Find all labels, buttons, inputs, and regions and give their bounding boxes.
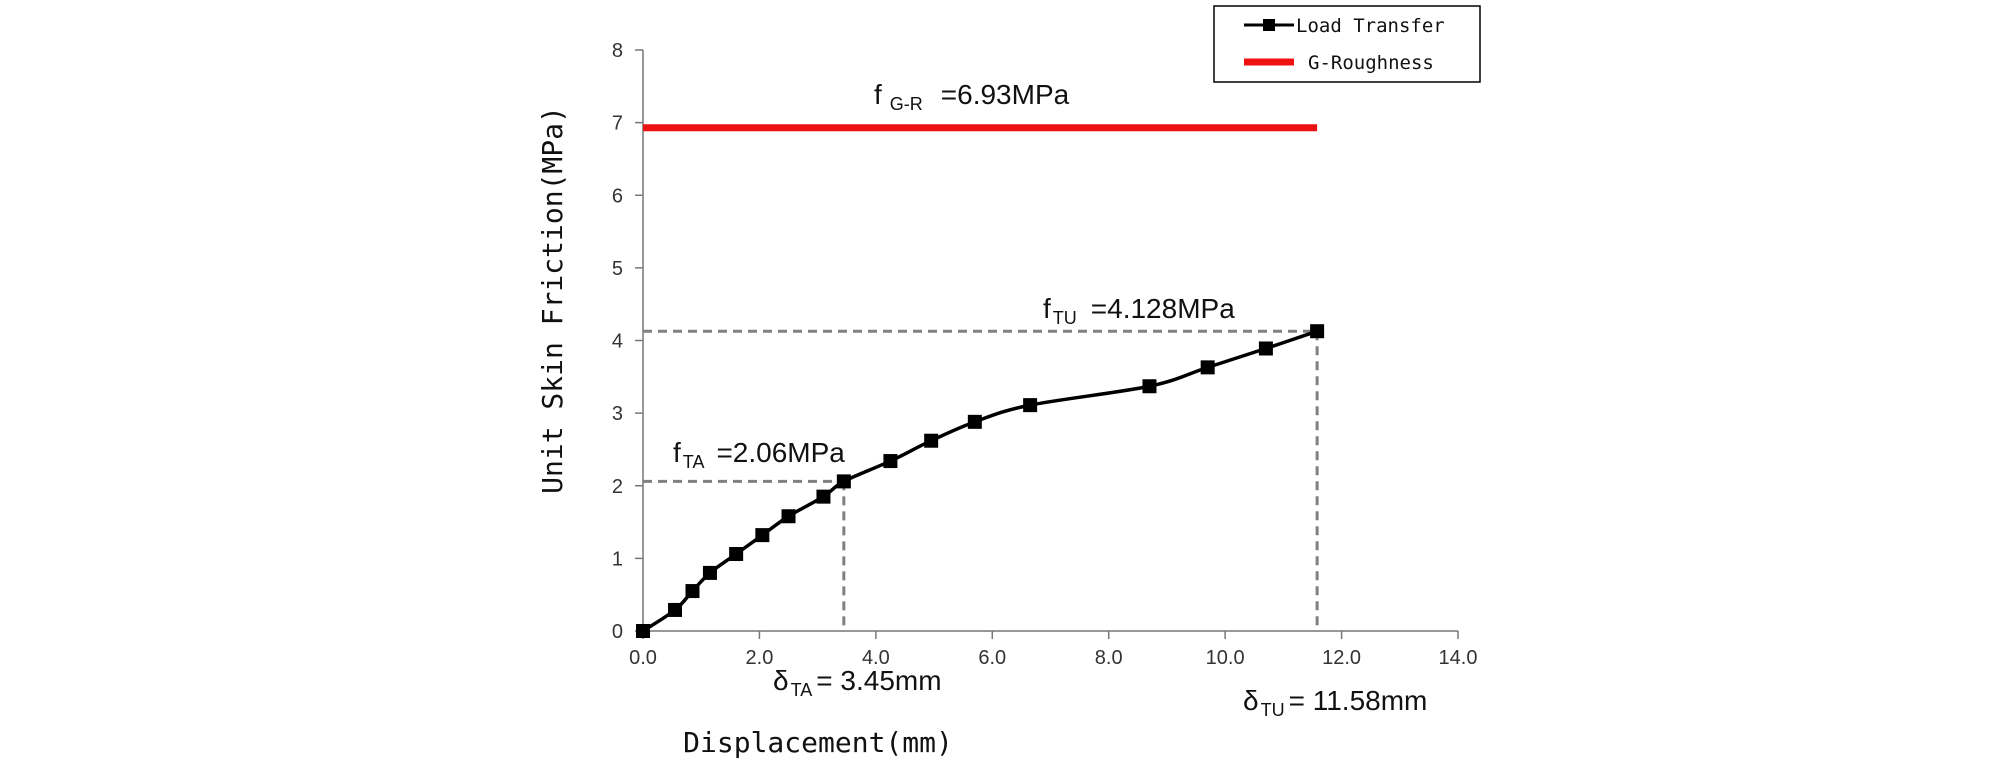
annotation-f-gr: f G-R =6.93MPa [874,79,1070,114]
data-point-load-transfer [1310,324,1325,339]
x-tick-label: 8.0 [1095,647,1123,669]
data-point-load-transfer [636,624,650,638]
data-point-load-transfer [1142,379,1157,394]
data-point-load-transfer [755,528,770,543]
legend-marker-load-transfer [1263,19,1275,31]
series-layer [636,124,1325,638]
y-axis-title: Unit Skin Friction(MPa) [536,106,569,494]
y-tick-label: 1 [612,548,623,570]
legend: Load Transfer G-Roughness [1213,5,1481,83]
legend-label-load-transfer: Load Transfer [1296,15,1445,37]
data-point-load-transfer [816,489,831,504]
data-point-load-transfer [729,547,744,562]
series-line-load-transfer [642,329,1318,633]
x-tick-label: 12.0 [1322,647,1361,669]
data-point-load-transfer [685,584,700,599]
y-tick-label: 2 [612,476,623,498]
y-tick-label: 7 [612,113,623,135]
annotation-f-tu: f TU =4.128MPa [1043,293,1235,328]
data-point-load-transfer [781,509,796,524]
data-point-load-transfer [967,414,982,429]
annotation-delta-ta: δ TA = 3.45mm [773,665,942,700]
y-tick-label: 0 [612,621,623,643]
data-point-load-transfer [1023,398,1038,413]
x-tick-label: 6.0 [978,647,1006,669]
data-point-load-transfer [924,433,939,448]
axes-layer: 0 1 2 3 4 5 6 7 8 0.0 2.0 4.0 6.0 8.0 10.0 12.0 14.0 [612,40,1478,669]
annotation-f-ta: f TA =2.06MPa [673,437,845,472]
y-tick-label: 8 [612,40,623,62]
x-tick-label: 2.0 [746,647,774,669]
y-tick-label: 6 [612,185,623,207]
data-point-load-transfer [668,602,683,617]
annotation-delta-tu: δ TU = 11.58mm [1243,685,1427,720]
data-point-load-transfer [1200,360,1215,375]
data-point-load-transfer [1258,341,1273,356]
y-tick-label: 5 [612,258,623,280]
data-point-load-transfer [883,454,898,469]
x-tick-label: 4.0 [862,647,890,669]
x-axis-title: Displacement(mm) [683,726,953,759]
data-point-load-transfer [702,565,717,580]
y-tick-label: 4 [612,331,623,353]
legend-box [1213,5,1481,83]
data-point-load-transfer [836,474,851,489]
x-tick-label: 10.0 [1206,647,1245,669]
guide-lines [643,329,1319,631]
x-tick-label: 0.0 [629,647,657,669]
legend-label-g-roughness: G-Roughness [1308,52,1434,74]
y-tick-label: 3 [612,403,623,425]
x-tick-label: 14.0 [1439,647,1478,669]
